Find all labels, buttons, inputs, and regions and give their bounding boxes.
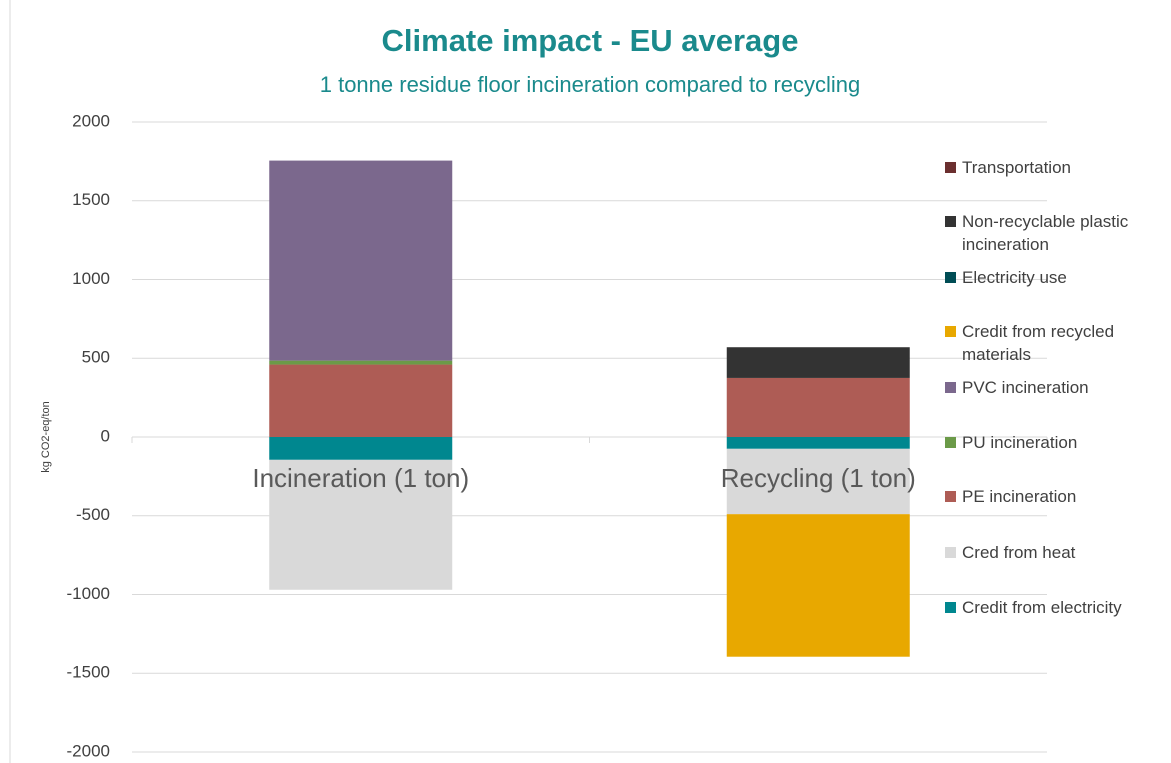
bar-segment (726, 514, 910, 657)
legend-label: PE incineration (962, 487, 1077, 506)
legend-entry: PU incineration (945, 431, 1165, 454)
legend-swatch (945, 162, 956, 173)
y-tick-label: 500 (82, 348, 110, 367)
legend-label: Transportation (962, 158, 1071, 177)
legend-swatch (945, 602, 956, 613)
y-tick-label: -1500 (67, 663, 110, 682)
y-tick-label: 1000 (72, 269, 110, 288)
legend-label: Credit from electricity (962, 598, 1122, 617)
x-tick-label: Recycling (1 ton) (721, 463, 916, 493)
bar-segment (726, 448, 910, 515)
bar-segment (269, 437, 453, 460)
legend-label: Non-recyclable plastic incineration (962, 212, 1129, 254)
legend-swatch (945, 547, 956, 558)
legend-swatch (945, 437, 956, 448)
legend-swatch (945, 491, 956, 502)
legend-label: PVC incineration (962, 378, 1089, 397)
legend-label: Electricity use (962, 268, 1067, 287)
legend-label: Credit from recycled materials (962, 322, 1115, 364)
y-tick-label: -2000 (67, 741, 110, 760)
legend-label: Cred from heat (962, 543, 1076, 562)
legend-entry: PVC incineration (945, 376, 1165, 399)
y-tick-label: 1500 (72, 190, 110, 209)
x-tick-label: Incineration (1 ton) (252, 463, 469, 493)
legend-swatch (945, 326, 956, 337)
chart-subtitle: 1 tonne residue floor incineration compa… (320, 72, 861, 97)
legend-entry: Non-recyclable plastic incineration (945, 210, 1165, 256)
bar-segment (726, 347, 910, 378)
y-tick-label: 0 (101, 426, 110, 445)
bar-segment (269, 160, 453, 361)
legend-swatch (945, 382, 956, 393)
legend-swatch (945, 272, 956, 283)
bar-segment (726, 437, 910, 449)
bar-segment (726, 377, 910, 437)
legend-entry: Cred from heat (945, 541, 1165, 564)
legend-entry: Electricity use (945, 266, 1165, 289)
y-tick-label: 2000 (72, 111, 110, 130)
y-tick-label: -1000 (67, 584, 110, 603)
bar-segment (269, 360, 453, 365)
legend-entry: Transportation (945, 156, 1165, 179)
legend-label: PU incineration (962, 433, 1078, 452)
y-axis-label: kg CO2-eq/ton (40, 401, 52, 473)
legend-entry: Credit from electricity (945, 596, 1165, 619)
legend-entry: Credit from recycled materials (945, 320, 1165, 366)
bar-segment (269, 459, 453, 590)
bar-segment (269, 364, 453, 437)
legend-swatch (945, 216, 956, 227)
y-tick-label: -500 (76, 505, 110, 524)
legend-entry: PE incineration (945, 485, 1165, 508)
chart-title: Climate impact - EU average (382, 23, 799, 58)
